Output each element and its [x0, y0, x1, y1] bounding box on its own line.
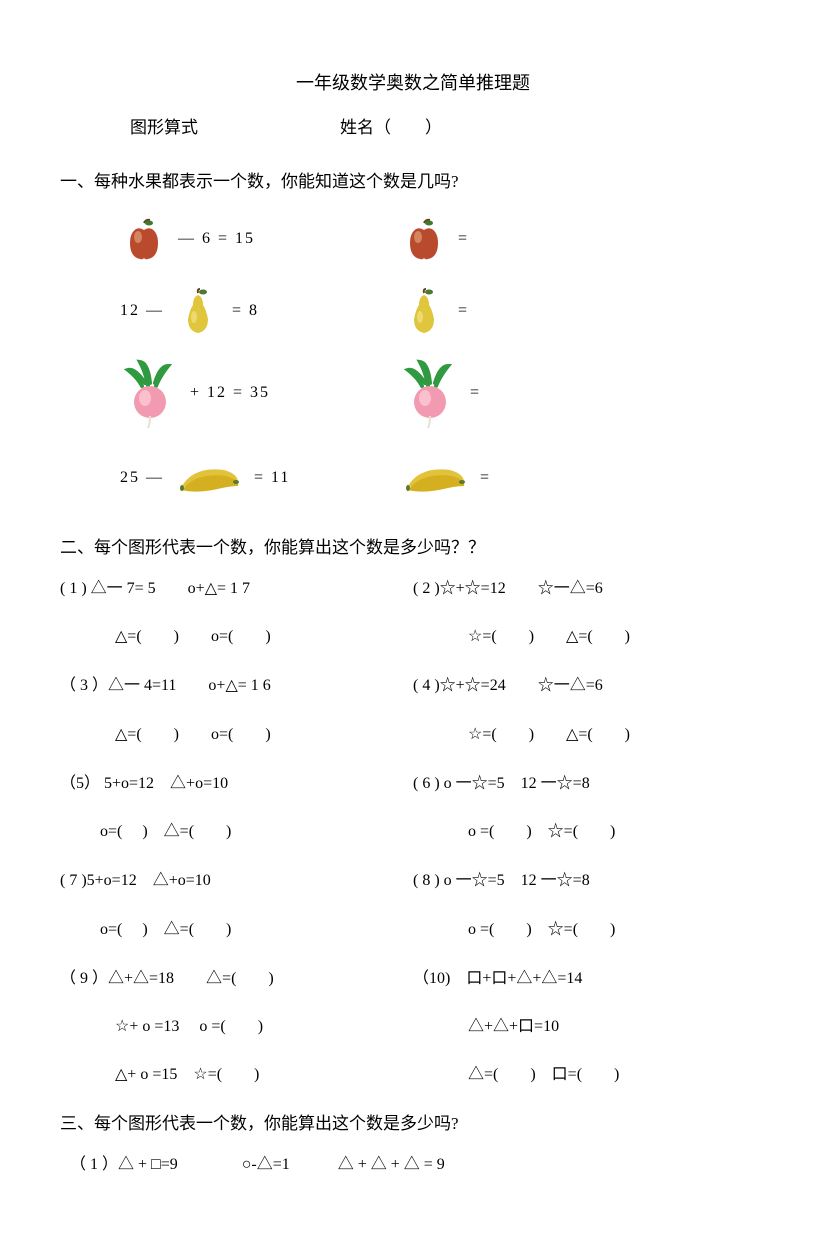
prob-9c: △+ o =15 ☆=( ) [60, 1063, 413, 1087]
prob-7: ( 7 )5+o=12 △+o=10 [60, 868, 413, 894]
fruit-row-pear: 12 — = 8 = [120, 281, 766, 341]
apple-icon [400, 215, 448, 263]
pear-icon [400, 287, 448, 335]
ans-8: o =( ) ☆=( ) [413, 918, 766, 942]
fruit-equations: — 6 = 15 = 12 — [120, 209, 766, 510]
radish-icon [400, 358, 460, 428]
section1-heading: 一、每种水果都表示一个数，你能知道这个数是几吗? [60, 169, 766, 195]
apple-expr-right: = [458, 227, 469, 251]
prob-5: （5） 5+o=12 △+o=10 [60, 771, 413, 797]
ans-7: o=( ) △=( ) [60, 918, 413, 942]
doc-title: 一年级数学奥数之简单推理题 [60, 70, 766, 97]
banana-expr-suffix: = 11 [254, 466, 290, 490]
banana-expr-prefix: 25 — [120, 466, 164, 490]
section2-left-col: ( 1 ) △一 7= 5 o+△= 1 7 △=( ) o=( ) （ 3 ）… [60, 576, 413, 1112]
pear-expr-right: = [458, 299, 469, 323]
prob-10b: △+△+口=10 [413, 1015, 766, 1039]
pear-icon [174, 287, 222, 335]
prob-4: ( 4 )☆+☆=24 ☆一△=6 [413, 673, 766, 699]
prob-1: ( 1 ) △一 7= 5 o+△= 1 7 [60, 576, 413, 602]
prob-3: （ 3 ）△一 4=11 o+△= 1 6 [60, 673, 413, 699]
subtitle-row: 图形算式 姓名（ ） [60, 115, 766, 141]
fruit-row-radish: + 12 = 35 = [120, 353, 766, 433]
apple-icon [120, 215, 168, 263]
name-field-label: 姓名（ ） [340, 115, 442, 141]
radish-expr-left: + 12 = 35 [190, 381, 270, 405]
banana-icon [174, 456, 244, 500]
section2-heading: 二、每个图形代表一个数，你能算出这个数是多少吗？？ [60, 535, 766, 561]
ans-1: △=( ) o=( ) [60, 625, 413, 649]
prob-9: （ 9 ）△+△=18 △=( ) [60, 966, 413, 992]
subtitle-shape-equation: 图形算式 [130, 115, 340, 141]
ans-2: ☆=( ) △=( ) [413, 625, 766, 649]
section2-right-col: ( 2 )☆+☆=12 ☆一△=6 ☆=( ) △=( ) ( 4 )☆+☆=2… [413, 576, 766, 1112]
apple-expr-left: — 6 = 15 [178, 227, 255, 251]
prob-10c: △=( ) 口=( ) [413, 1063, 766, 1087]
section3-line1: （ 1 ）△ + □=9 ○-△=1 △ + △ + △ = 9 [60, 1152, 766, 1178]
banana-icon [400, 456, 470, 500]
radish-icon [120, 358, 180, 428]
ans-3: △=( ) o=( ) [60, 723, 413, 747]
ans-4: ☆=( ) △=( ) [413, 723, 766, 747]
section3-heading: 三、每个图形代表一个数，你能算出这个数是多少吗? [60, 1111, 766, 1137]
prob-8: ( 8 ) o 一☆=5 12 一☆=8 [413, 868, 766, 894]
radish-expr-right: = [470, 381, 481, 405]
pear-expr-prefix: 12 — [120, 299, 164, 323]
prob-10: （10) 口+口+△+△=14 [413, 966, 766, 992]
pear-expr-suffix: = 8 [232, 299, 259, 323]
banana-expr-right: = [480, 466, 491, 490]
prob-9b: ☆+ o =13 o =( ) [60, 1015, 413, 1039]
ans-6: o =( ) ☆=( ) [413, 820, 766, 844]
fruit-row-apple: — 6 = 15 = [120, 209, 766, 269]
section2-columns: ( 1 ) △一 7= 5 o+△= 1 7 △=( ) o=( ) （ 3 ）… [60, 576, 766, 1112]
prob-6: ( 6 ) o 一☆=5 12 一☆=8 [413, 771, 766, 797]
ans-5: o=( ) △=( ) [60, 820, 413, 844]
fruit-row-banana: 25 — = 11 = [120, 445, 766, 510]
prob-2: ( 2 )☆+☆=12 ☆一△=6 [413, 576, 766, 602]
